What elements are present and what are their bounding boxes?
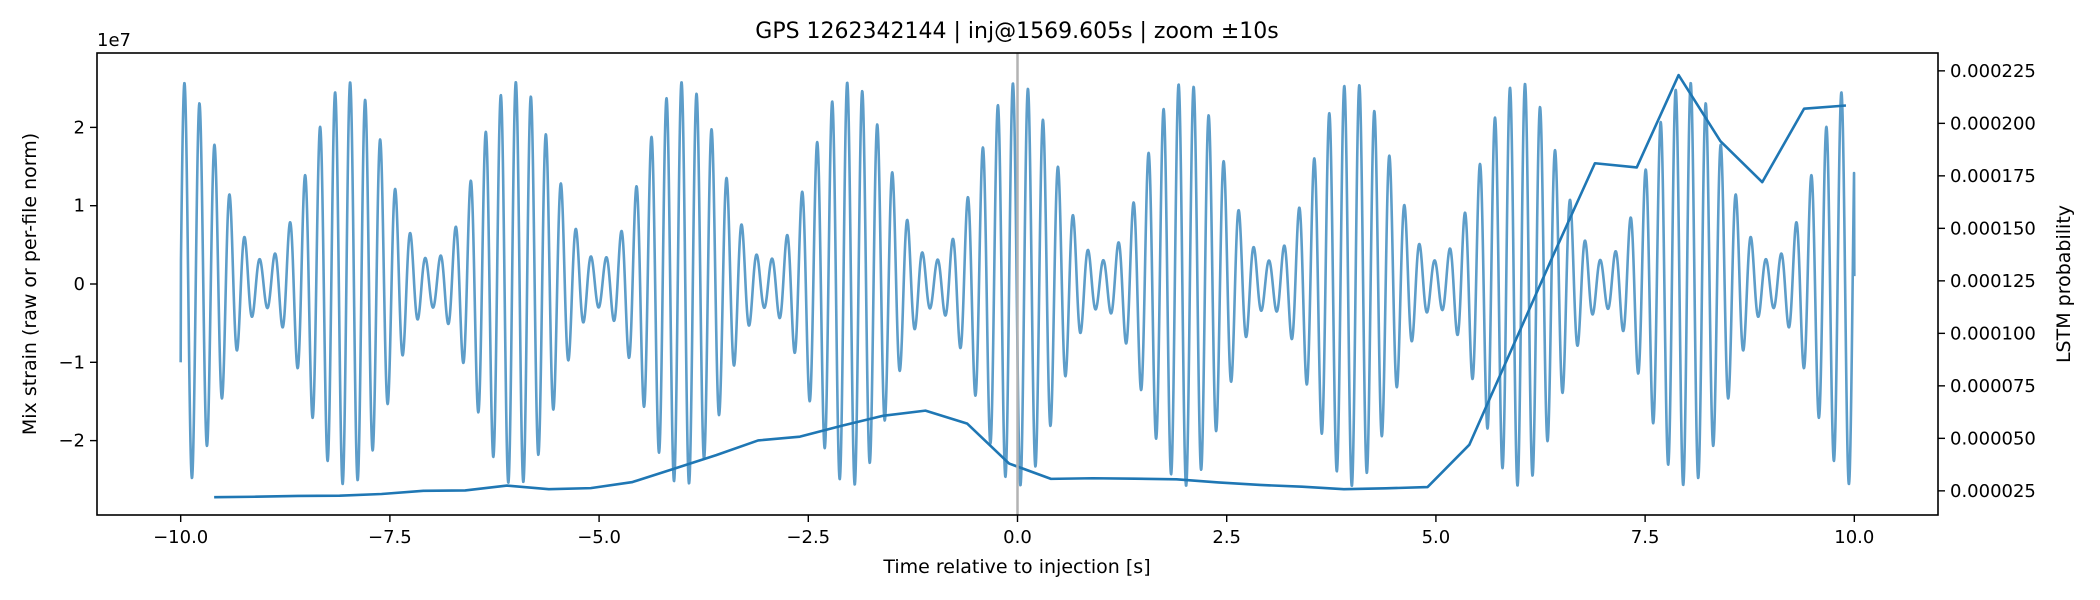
x-tick-label: 2.5 bbox=[1212, 527, 1241, 548]
plot-area bbox=[96, 52, 1939, 516]
y-right-tick-label: 0.000125 bbox=[1950, 271, 2036, 292]
y-left-tick-label: 0 bbox=[74, 274, 85, 295]
y-offset-label: 1e7 bbox=[97, 30, 131, 51]
x-tick-label: −2.5 bbox=[786, 527, 830, 548]
y-right-tick-label: 0.000150 bbox=[1950, 218, 2036, 239]
y-axis-left-label: Mix strain (raw or per-file norm) bbox=[19, 133, 41, 435]
x-axis: −10.0 −7.5 −5.0 −2.5 0.0 2.5 5.0 7.5 10.0 bbox=[153, 515, 1874, 548]
y-axis-right-label: LSTM probability bbox=[2053, 205, 2075, 363]
y-right-tick-label: 0.000075 bbox=[1950, 376, 2036, 397]
y-right-tick-label: 0.000225 bbox=[1950, 61, 2036, 82]
probability-series-line bbox=[214, 73, 1847, 499]
y-left-tick-label: 1 bbox=[74, 196, 85, 217]
chart-title: GPS 1262342144 | inj@1569.605s | zoom ±1… bbox=[755, 19, 1278, 44]
y-right-tick-label: 0.000050 bbox=[1950, 428, 2036, 449]
x-tick-label: 7.5 bbox=[1631, 527, 1660, 548]
y-left-tick-label: −1 bbox=[58, 352, 85, 373]
x-tick-label: 0.0 bbox=[1003, 527, 1032, 548]
y-right-tick-label: 0.000175 bbox=[1950, 166, 2036, 187]
x-tick-label: 10.0 bbox=[1834, 527, 1874, 548]
y-right-tick-label: 0.000025 bbox=[1950, 481, 2036, 502]
y-axis-right: 0.000025 0.000050 0.000075 0.000100 0.000125… bbox=[1938, 61, 2036, 502]
y-left-tick-label: 2 bbox=[74, 117, 85, 138]
x-tick-label: −7.5 bbox=[368, 527, 412, 548]
x-tick-label: 5.0 bbox=[1422, 527, 1451, 548]
x-tick-label: −5.0 bbox=[577, 527, 621, 548]
y-left-tick-label: −2 bbox=[58, 431, 85, 452]
y-right-tick-label: 0.000200 bbox=[1950, 113, 2036, 134]
probability-layer bbox=[214, 73, 1847, 499]
x-axis-label: Time relative to injection [s] bbox=[882, 556, 1150, 578]
x-tick-label: −10.0 bbox=[153, 527, 208, 548]
y-right-tick-label: 0.000100 bbox=[1950, 323, 2036, 344]
y-axis-left: −2 −1 0 1 2 bbox=[58, 117, 97, 452]
